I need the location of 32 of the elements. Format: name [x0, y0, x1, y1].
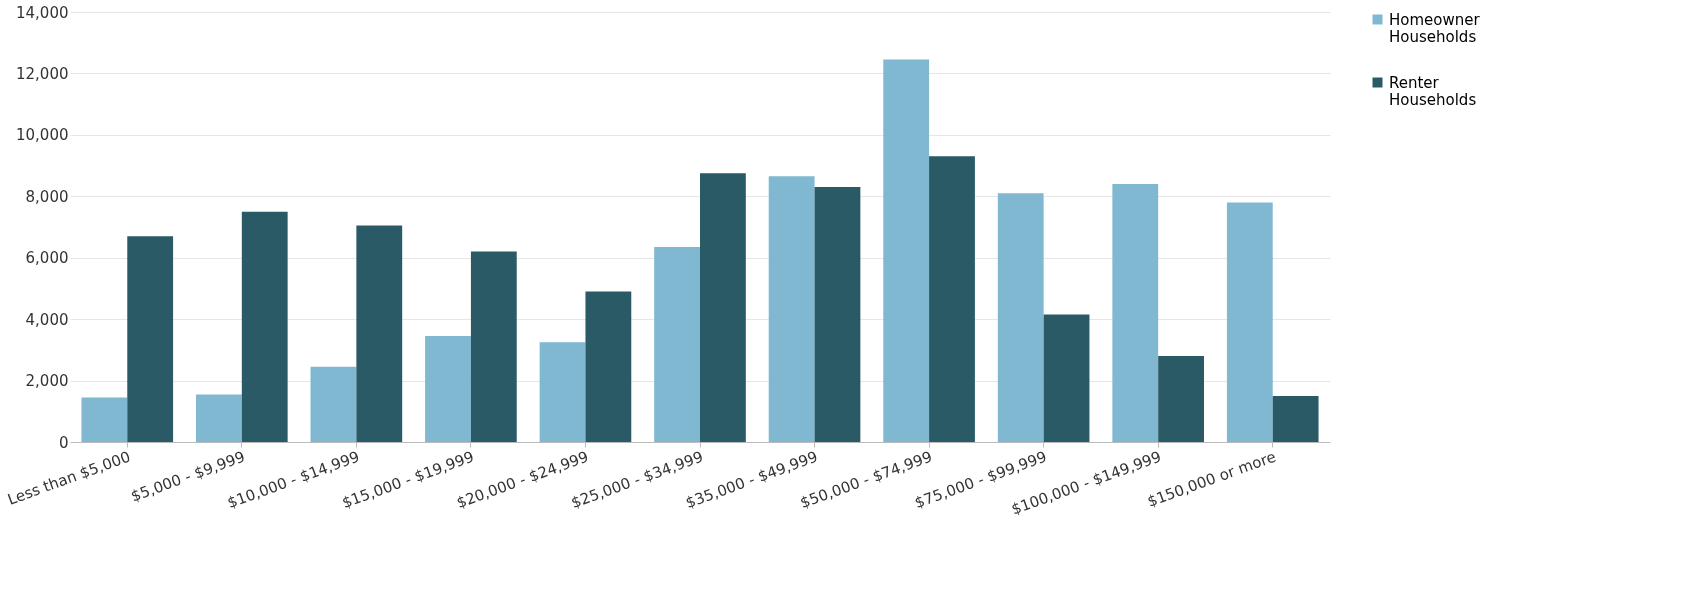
y-tick-label: 8,000: [25, 187, 69, 206]
bar: [997, 193, 1044, 442]
bar: [196, 394, 242, 442]
y-tick-label: 4,000: [25, 310, 69, 329]
y-tick-label: 6,000: [25, 249, 69, 268]
bar: [1158, 356, 1204, 442]
bar: [883, 59, 930, 442]
y-tick-label: 14,000: [16, 3, 69, 22]
y-tick-label: 0: [58, 433, 69, 452]
legend-label: Homeowner Households: [1389, 10, 1481, 46]
bar: [470, 251, 517, 442]
bar: [585, 291, 632, 442]
bar: [654, 246, 700, 442]
legend-label: Renter Households: [1389, 73, 1477, 109]
y-tick-label: 10,000: [16, 126, 69, 145]
bar: [929, 156, 975, 442]
bar: [539, 342, 586, 442]
bar: [814, 187, 861, 442]
bar: [1272, 395, 1319, 442]
y-tick-label: 2,000: [25, 372, 69, 391]
bar: [1226, 202, 1273, 442]
bar: [241, 211, 288, 442]
bar: [700, 173, 746, 442]
bar: [1112, 184, 1159, 442]
bar: [127, 236, 174, 442]
bar: [768, 176, 815, 442]
bar: [1043, 314, 1090, 442]
bar: [310, 366, 357, 442]
bar: [356, 225, 403, 442]
bar: [81, 397, 128, 442]
y-tick-label: 12,000: [16, 64, 69, 83]
bar: [425, 336, 471, 442]
